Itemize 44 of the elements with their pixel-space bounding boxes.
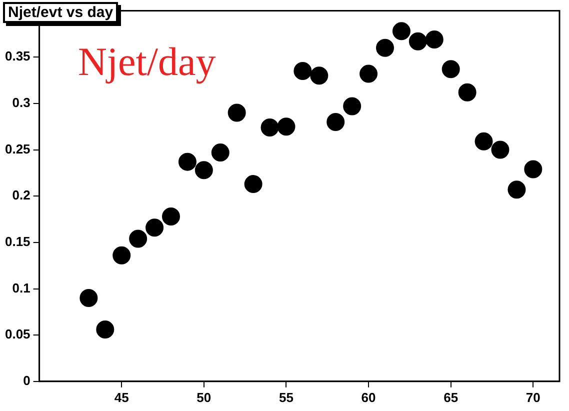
y-tick-label: 0.15 [4, 234, 30, 250]
point [96, 320, 114, 339]
point [360, 64, 378, 83]
point [425, 30, 444, 49]
y-tick-label: 0.35 [4, 48, 30, 64]
point [112, 246, 131, 264]
point [194, 161, 213, 180]
y-tick-label: 0 [23, 372, 30, 388]
point [491, 140, 510, 159]
point [244, 175, 262, 194]
point [178, 152, 196, 171]
annotation: Njet/day [78, 38, 216, 85]
point [343, 97, 362, 116]
x-tick-label: 55 [278, 390, 294, 405]
point [392, 22, 410, 40]
point [129, 230, 148, 248]
point [260, 118, 279, 137]
x-tick-label: 70 [526, 390, 540, 405]
point [294, 62, 312, 80]
y-tick-label: 0.05 [4, 326, 30, 342]
point [277, 118, 296, 136]
y-tick-label: 0.25 [4, 141, 30, 156]
point [162, 207, 180, 226]
point [376, 38, 394, 57]
point [442, 60, 460, 78]
point [524, 160, 542, 178]
point [474, 132, 493, 150]
y-tick-label: 0.2 [12, 188, 30, 203]
point [146, 218, 164, 237]
x-tick-label: 45 [114, 390, 129, 405]
point [458, 83, 476, 102]
y-tick-label: 0.3 [12, 95, 30, 110]
x-tick-label: 60 [361, 390, 376, 405]
x-tick-label: 65 [444, 390, 458, 405]
x-tick-label: 50 [196, 390, 212, 405]
point [211, 144, 230, 162]
point [508, 180, 526, 199]
y-tick-label: 0.1 [12, 280, 30, 296]
point [408, 32, 427, 50]
point [326, 112, 345, 131]
chart-title: Njet/evt vs day [3, 2, 118, 23]
point [228, 104, 246, 122]
point [310, 66, 328, 85]
point [80, 289, 98, 308]
